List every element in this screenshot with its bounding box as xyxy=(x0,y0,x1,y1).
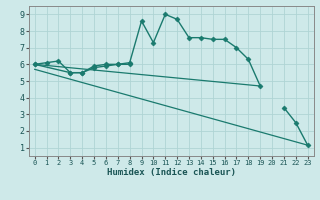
X-axis label: Humidex (Indice chaleur): Humidex (Indice chaleur) xyxy=(107,168,236,177)
